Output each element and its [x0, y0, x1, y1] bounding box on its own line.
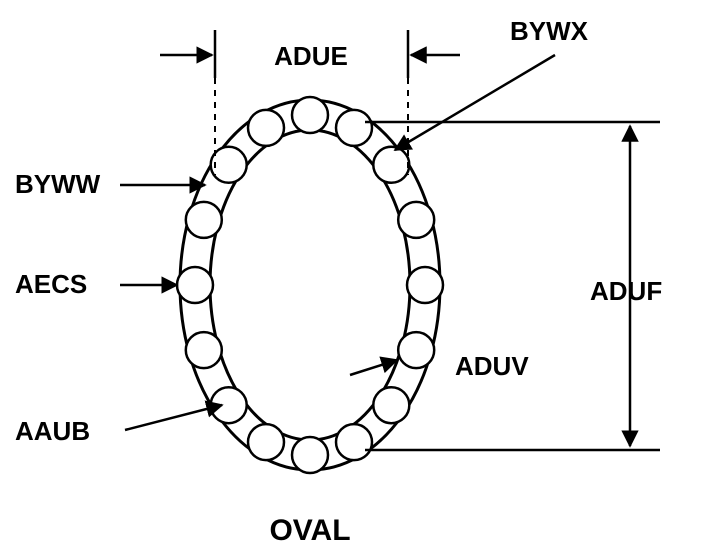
aduv-callout: ADUV — [350, 351, 529, 381]
ball — [398, 332, 434, 368]
ball — [248, 424, 284, 460]
oval-bearing-diagram: ADUE ADUF BYWX BYWW AECS AAUB ADUV OVAL — [0, 0, 704, 558]
ball — [407, 267, 443, 303]
ball — [211, 387, 247, 423]
aduv-label: ADUV — [455, 351, 529, 381]
ball — [373, 147, 409, 183]
byww-callout: BYWW — [15, 169, 205, 199]
diagram-title: OVAL — [269, 514, 350, 547]
ball — [186, 332, 222, 368]
byww-label: BYWW — [15, 169, 101, 199]
ball — [292, 437, 328, 473]
ball — [292, 97, 328, 133]
ball — [336, 110, 372, 146]
aecs-label: AECS — [15, 269, 87, 299]
adue-label: ADUE — [274, 41, 348, 71]
ball-ring — [177, 97, 443, 473]
aaub-callout: AAUB — [15, 405, 222, 446]
ball — [177, 267, 213, 303]
bywx-callout: BYWX — [395, 16, 589, 150]
ball — [248, 110, 284, 146]
aduf-label: ADUF — [590, 276, 662, 306]
aaub-label: AAUB — [15, 416, 90, 446]
ball — [336, 424, 372, 460]
ball — [398, 202, 434, 238]
bywx-label: BYWX — [510, 16, 589, 46]
aecs-callout: AECS — [15, 269, 177, 299]
ball — [186, 202, 222, 238]
ball — [211, 147, 247, 183]
ball — [373, 387, 409, 423]
